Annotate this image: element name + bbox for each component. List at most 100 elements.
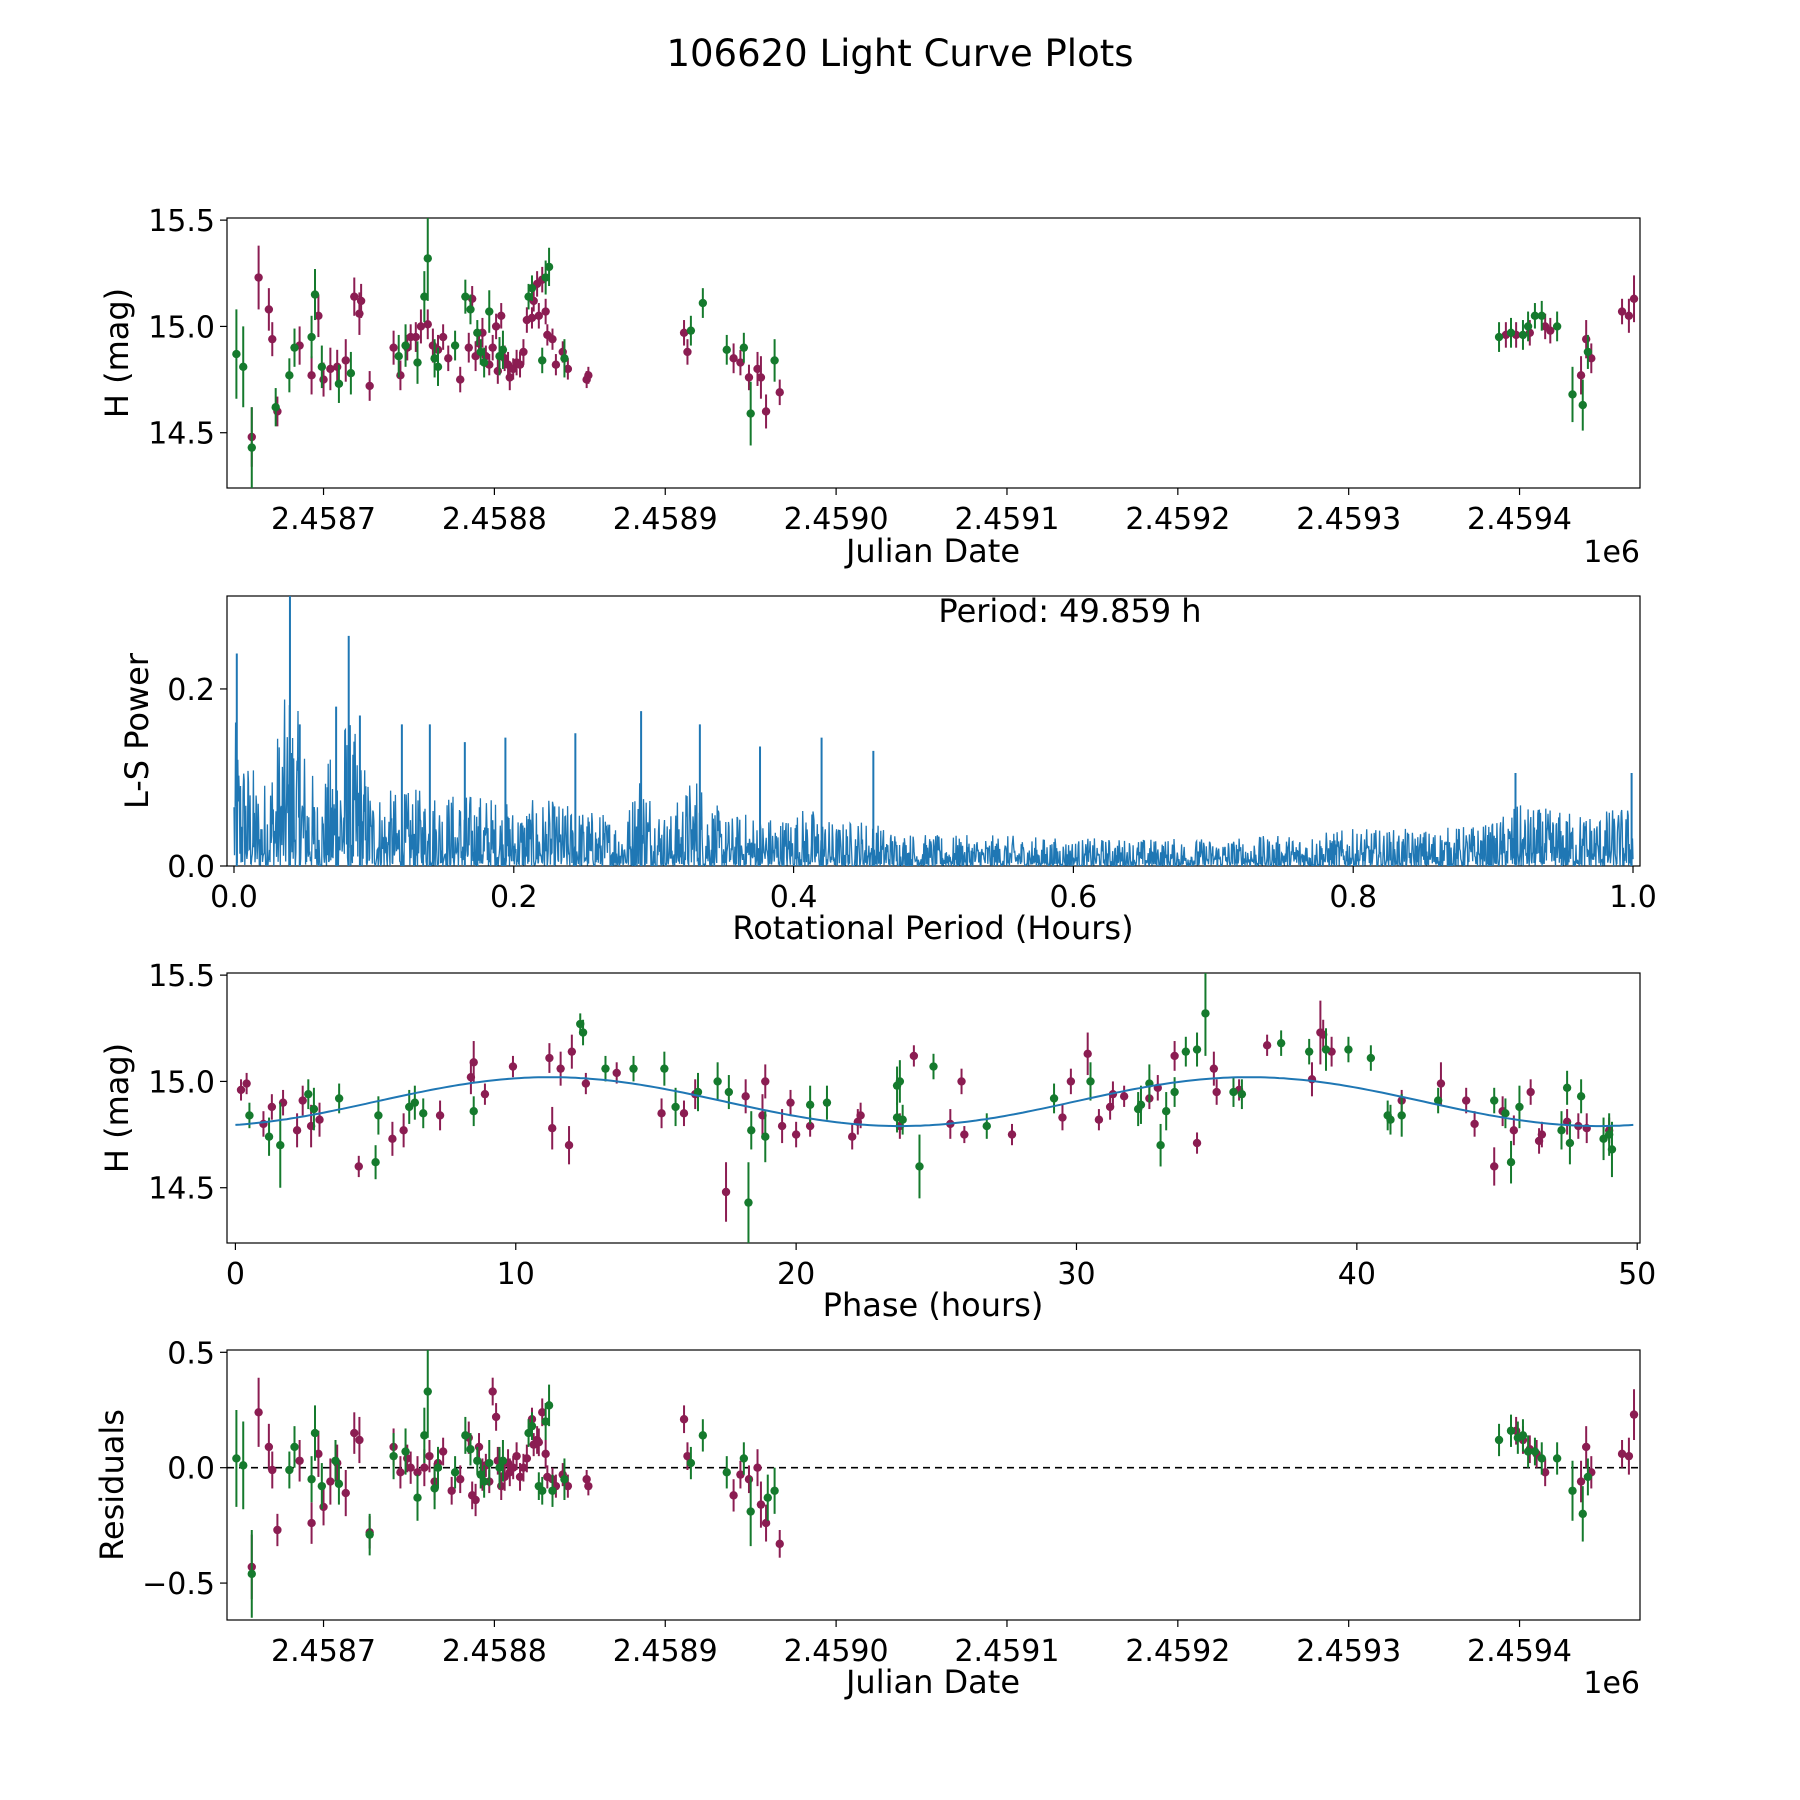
lc-point-magenta bbox=[679, 328, 689, 338]
ls-ticks: 0.0 0.2 0.4 0.6 0.8 1.0 0.0 0.2 bbox=[167, 673, 1657, 915]
lc-point-green bbox=[1583, 347, 1593, 357]
res-point-green bbox=[466, 1445, 475, 1454]
phase-point-green bbox=[1433, 1096, 1443, 1105]
lc-point-magenta bbox=[534, 311, 544, 320]
ls-xtick-label: 0.6 bbox=[1050, 880, 1098, 915]
lc-point-green bbox=[1494, 332, 1504, 342]
phase-point-green bbox=[724, 1087, 734, 1097]
ls-plot-area bbox=[226, 595, 1641, 867]
phase-point-green bbox=[929, 1062, 938, 1071]
res-ticks: 2.4587 2.4588 2.4589 2.4590 2.4591 2.4592 2.45… bbox=[142, 1336, 1572, 1669]
periodogram-panel: 0.0 0.2 0.4 0.6 0.8 1.0 0.0 0.2 Period: 49.859 … bbox=[118, 592, 1657, 947]
phase-point-magenta bbox=[805, 1121, 815, 1131]
res-point-green bbox=[1568, 1486, 1577, 1495]
phase-point-magenta bbox=[1509, 1126, 1519, 1135]
lc-point-green bbox=[722, 345, 731, 355]
res-point-magenta bbox=[474, 1442, 484, 1452]
phase-xtick-label: 10 bbox=[497, 1257, 535, 1292]
phase-point-magenta bbox=[847, 1132, 857, 1141]
lc-point-magenta bbox=[1617, 307, 1627, 316]
lc-point-green bbox=[746, 409, 755, 418]
phase-point-green bbox=[1136, 1100, 1146, 1110]
lc-point-magenta bbox=[1546, 326, 1555, 335]
phase-point-green bbox=[410, 1098, 420, 1107]
res-point-green bbox=[232, 1454, 241, 1463]
phase-point-magenta bbox=[741, 1092, 750, 1101]
phase-point-green bbox=[1506, 1158, 1516, 1167]
phase-point-magenta bbox=[567, 1047, 577, 1056]
res-point-green bbox=[310, 1428, 320, 1438]
lc-point-green bbox=[401, 341, 410, 350]
res-xtick-label: 2.4592 bbox=[1125, 1634, 1230, 1669]
res-point-green bbox=[763, 1493, 772, 1502]
lc-point-green bbox=[461, 292, 470, 301]
res-point-magenta bbox=[736, 1470, 745, 1479]
res-point-magenta bbox=[519, 1463, 528, 1472]
res-point-green bbox=[450, 1468, 460, 1477]
phase-xtick-label: 0 bbox=[226, 1257, 245, 1292]
lc-ytick-label: 15.5 bbox=[148, 204, 215, 239]
phase-point-green bbox=[578, 1028, 588, 1037]
phase-point-green bbox=[276, 1141, 285, 1150]
res-xtick-label: 2.4593 bbox=[1296, 1634, 1401, 1669]
phase-point-green bbox=[1397, 1111, 1406, 1120]
phase-point-green bbox=[1229, 1087, 1238, 1097]
phase-point-green bbox=[915, 1162, 924, 1171]
phase-point-green bbox=[895, 1077, 905, 1086]
lc-point-magenta bbox=[551, 360, 561, 369]
res-point-green bbox=[541, 1417, 550, 1426]
res-point-green bbox=[538, 1486, 547, 1495]
res-point-magenta bbox=[456, 1475, 465, 1484]
lc-point-magenta bbox=[389, 343, 398, 352]
phase-point-magenta bbox=[761, 1077, 770, 1086]
phase-point-green bbox=[747, 1126, 756, 1135]
lc-point-magenta bbox=[761, 407, 771, 416]
phase-point-green bbox=[1557, 1126, 1566, 1135]
res-point-green bbox=[1583, 1472, 1593, 1482]
res-point-green bbox=[290, 1442, 299, 1452]
res-point-green bbox=[317, 1481, 327, 1491]
phase-xlabel: Phase (hours) bbox=[823, 1286, 1044, 1324]
res-point-green bbox=[698, 1431, 708, 1440]
lc-point-green bbox=[560, 354, 569, 363]
res-point-green bbox=[307, 1475, 316, 1484]
lc-point-magenta bbox=[491, 322, 501, 331]
res-point-magenta bbox=[1617, 1449, 1627, 1459]
lc-point-magenta bbox=[416, 322, 426, 331]
lc-point-green bbox=[544, 262, 554, 272]
lc-point-magenta bbox=[314, 311, 323, 320]
res-marks bbox=[227, 1350, 1640, 1618]
lc-point-magenta bbox=[508, 364, 518, 374]
lc-point-magenta bbox=[519, 347, 528, 357]
lc-point-green bbox=[413, 358, 422, 367]
res-point-green bbox=[239, 1461, 248, 1470]
lc-point-green bbox=[271, 403, 280, 412]
phase-ytick-label: 14.5 bbox=[148, 1172, 215, 1207]
res-point-green bbox=[479, 1477, 489, 1486]
res-point-magenta bbox=[326, 1477, 335, 1486]
lc-point-green bbox=[247, 443, 256, 452]
phase-point-green bbox=[601, 1064, 610, 1073]
figure-title: 106620 Light Curve Plots bbox=[666, 32, 1133, 75]
phase-point-green bbox=[1321, 1045, 1331, 1054]
res-point-magenta bbox=[341, 1488, 350, 1498]
lc-point-green bbox=[498, 345, 508, 355]
phase-point-green bbox=[1304, 1047, 1314, 1056]
phase-point-magenta bbox=[354, 1162, 363, 1171]
phase-point-magenta bbox=[545, 1053, 554, 1063]
lc-point-green bbox=[1700, 352, 1708, 360]
lc-point-green bbox=[686, 326, 696, 335]
lc-point-magenta bbox=[396, 371, 405, 380]
phase-point-green bbox=[805, 1100, 815, 1110]
phase-point-magenta bbox=[960, 1130, 969, 1139]
res-point-green bbox=[524, 1428, 533, 1438]
phase-point-green bbox=[1086, 1077, 1095, 1086]
lc-point-magenta bbox=[488, 343, 497, 352]
res-point-green bbox=[746, 1507, 755, 1516]
res-point-green bbox=[1494, 1435, 1504, 1445]
lc-point-magenta bbox=[497, 311, 506, 320]
res-point-green bbox=[1552, 1454, 1562, 1463]
lc-point-magenta bbox=[319, 375, 328, 384]
res-point-magenta bbox=[534, 1438, 544, 1447]
res-point-green bbox=[485, 1458, 494, 1468]
